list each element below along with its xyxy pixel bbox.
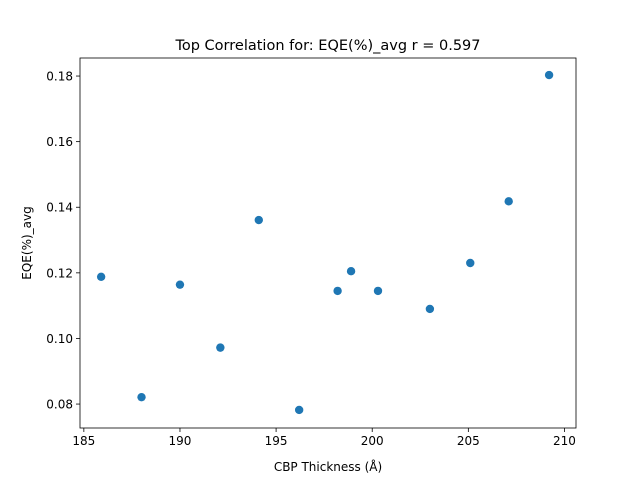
- y-axis: 0.08 0.10 0.12 0.14 0.16 0.18: [46, 70, 80, 412]
- data-point: [346, 267, 356, 276]
- chart-title: Top Correlation for: EQE(%)_avg r = 0.59…: [174, 38, 480, 54]
- y-tick-label: 0.12: [46, 266, 73, 280]
- data-point: [216, 343, 225, 352]
- y-axis-label: EQE(%)_avg: [20, 206, 34, 279]
- x-tick-label: 200: [361, 434, 384, 448]
- x-axis-label: CBP Thickness (Å): [274, 459, 382, 474]
- x-tick-label: 195: [265, 434, 288, 448]
- plot-area: [79, 57, 577, 429]
- x-tick-label: 205: [457, 434, 480, 448]
- data-point: [294, 405, 304, 415]
- data-point: [175, 280, 185, 289]
- data-point: [466, 258, 475, 268]
- y-tick-label: 0.08: [46, 398, 73, 412]
- data-point: [504, 197, 513, 206]
- axes-frame: [79, 57, 577, 429]
- y-tick-label: 0.18: [46, 70, 73, 84]
- data-point: [96, 272, 106, 281]
- x-tick-label: 185: [72, 434, 95, 448]
- data-point: [254, 215, 263, 225]
- y-tick-label: 0.16: [46, 135, 73, 149]
- data-point: [373, 286, 383, 296]
- y-tick-label: 0.14: [46, 201, 73, 215]
- y-tick-label: 0.10: [46, 332, 73, 346]
- data-point: [544, 70, 554, 80]
- data-point: [333, 286, 342, 296]
- x-axis: 185 190 195 200 205 210: [72, 428, 576, 448]
- x-tick-label: 190: [169, 434, 192, 448]
- data-point: [425, 304, 435, 314]
- data-point: [137, 392, 146, 402]
- x-tick-label: 210: [553, 434, 576, 448]
- data-points: [96, 70, 554, 415]
